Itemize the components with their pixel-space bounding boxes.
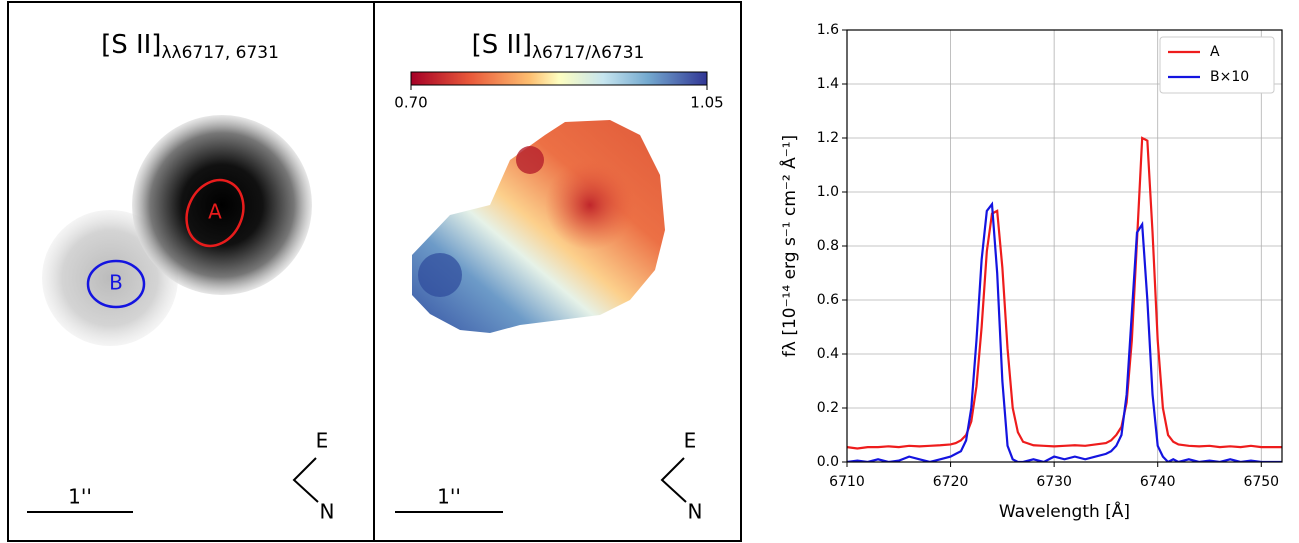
panel-title: [S II]λλ6717, 6731 bbox=[101, 30, 279, 64]
compass-label: E bbox=[684, 429, 697, 453]
x-tick-label: 6720 bbox=[933, 474, 969, 490]
legend-label: B×10 bbox=[1210, 69, 1249, 85]
compass bbox=[292, 457, 319, 503]
compass bbox=[660, 457, 687, 503]
panel-frame bbox=[373, 1, 742, 542]
scale-label: 1'' bbox=[68, 485, 92, 509]
ratio-map-feature bbox=[418, 253, 462, 297]
y-tick-label: 0.2 bbox=[817, 400, 839, 416]
region-label: A bbox=[208, 200, 222, 224]
ratio-map-feature bbox=[545, 160, 635, 250]
y-tick-label: 1.4 bbox=[817, 76, 839, 92]
compass-label: E bbox=[316, 429, 329, 453]
x-tick-label: 6750 bbox=[1243, 474, 1279, 490]
x-axis-label: Wavelength [Å] bbox=[999, 500, 1130, 522]
panel-title: [S II]λ6717/λ6731 bbox=[472, 30, 645, 64]
x-tick-label: 6710 bbox=[829, 474, 865, 490]
y-tick-label: 0.8 bbox=[817, 238, 839, 254]
y-tick-label: 1.2 bbox=[817, 130, 839, 146]
x-tick-label: 6730 bbox=[1036, 474, 1072, 490]
x-tick-label: 6740 bbox=[1140, 474, 1176, 490]
region-ellipse bbox=[185, 178, 245, 248]
plot-frame bbox=[846, 29, 1283, 463]
scale-label: 1'' bbox=[437, 485, 461, 509]
region-label: B bbox=[109, 271, 123, 295]
legend-label: A bbox=[1210, 44, 1220, 60]
colorbar-tick-label: 0.70 bbox=[394, 94, 427, 112]
compass-label: N bbox=[688, 500, 703, 524]
series-line bbox=[847, 136, 1282, 450]
y-tick-label: 0.0 bbox=[817, 454, 839, 470]
colorbar-tick-label: 1.05 bbox=[690, 94, 723, 112]
compass-label: N bbox=[320, 500, 335, 524]
series-line bbox=[847, 201, 1282, 462]
y-tick-label: 1.6 bbox=[817, 22, 839, 38]
y-tick-label: 0.4 bbox=[817, 346, 839, 362]
region-ellipse bbox=[86, 259, 146, 309]
y-tick-label: 1.0 bbox=[817, 184, 839, 200]
y-axis-label: fλ [10⁻¹⁴ erg s⁻¹ cm⁻² Å⁻¹] bbox=[778, 135, 800, 357]
colorbar bbox=[410, 71, 708, 86]
flux-blob bbox=[132, 115, 312, 295]
ratio-map-feature bbox=[516, 146, 544, 174]
y-tick-label: 0.6 bbox=[817, 292, 839, 308]
